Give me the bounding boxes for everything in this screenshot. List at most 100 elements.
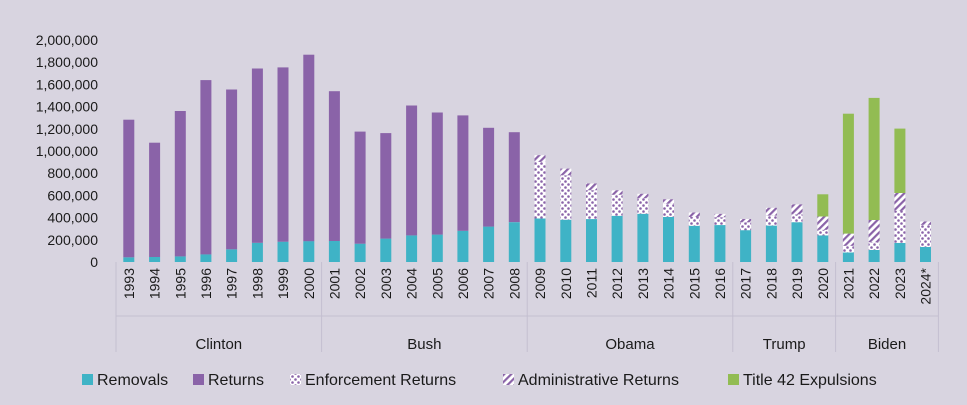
- bar-segment: [149, 257, 161, 262]
- bar-segment: [483, 127, 495, 227]
- x-tick-label: 2021: [840, 268, 856, 299]
- x-tick-label: 2017: [738, 268, 754, 299]
- bar-segment: [174, 256, 186, 262]
- bar-segment: [791, 204, 803, 215]
- bar-segment: [842, 252, 854, 262]
- bar-segment: [663, 199, 674, 204]
- bar-segment: [303, 54, 315, 242]
- bar-segment: [868, 250, 880, 262]
- legend-swatch: [728, 374, 739, 385]
- bar-segment: [226, 249, 238, 262]
- bar-segment: [817, 229, 829, 236]
- bar-segment: [663, 217, 674, 262]
- bar-segment: [637, 198, 649, 214]
- bar-segment: [663, 203, 674, 217]
- bar-segment: [174, 111, 186, 257]
- bar-segment: [920, 247, 931, 262]
- x-tick-label: 2024*: [918, 267, 934, 304]
- bar-segment: [226, 89, 238, 250]
- bar-segment: [894, 193, 906, 211]
- bar-segment: [817, 216, 829, 230]
- x-tick-label: 1999: [275, 268, 291, 299]
- bar-segment: [868, 242, 880, 250]
- bar-segment: [508, 132, 520, 223]
- bar-segment: [765, 225, 777, 262]
- bar-segment: [149, 142, 161, 257]
- president-groups: Clinton Bush Obama Trump Biden: [115, 262, 939, 353]
- bar-segment: [560, 175, 572, 220]
- y-tick-label: 1,400,000: [36, 99, 98, 115]
- bar-segment: [740, 230, 752, 262]
- bar-segment: [920, 224, 931, 247]
- bar-segment: [200, 254, 212, 262]
- x-tick-label: 2000: [301, 268, 317, 299]
- bar-segment: [406, 105, 418, 236]
- legend-label: Removals: [97, 372, 168, 389]
- bar-segment: [303, 241, 315, 262]
- bar-segment: [894, 128, 906, 193]
- x-tick-label: 1998: [249, 268, 265, 299]
- x-tick-label: 2002: [352, 268, 368, 299]
- bar-segment: [842, 113, 854, 234]
- bar-segment: [251, 242, 263, 262]
- bar-segment: [920, 221, 931, 225]
- bar-segment: [508, 222, 520, 262]
- bar-segment: [791, 214, 803, 223]
- bar-segment: [714, 217, 726, 226]
- x-tick-label: 2014: [661, 268, 677, 299]
- bar-segment: [688, 212, 700, 217]
- bar-segment: [534, 161, 546, 219]
- legend-swatch: [193, 374, 204, 385]
- bar-segment: [817, 194, 829, 217]
- bar-segment: [817, 235, 829, 262]
- group-label: Trump: [763, 336, 806, 353]
- bar-segment: [611, 215, 623, 262]
- bar-segment: [406, 235, 418, 262]
- bar-segment: [380, 238, 392, 262]
- x-tick-label: 2016: [712, 268, 728, 299]
- y-tick-label: 0: [90, 254, 98, 270]
- x-tick-label: 2022: [866, 268, 882, 299]
- legend-label: Enforcement Returns: [305, 372, 456, 389]
- x-tick-label: 2008: [506, 268, 522, 299]
- legend-swatch: [290, 374, 301, 385]
- x-tick-label: 2003: [378, 268, 394, 299]
- bar-segment: [200, 80, 212, 255]
- bar-segment: [586, 190, 597, 220]
- bar-segment: [868, 97, 880, 220]
- bar-segment: [483, 226, 495, 262]
- y-tick-label: 800,000: [47, 165, 98, 181]
- bar-segment: [380, 133, 392, 239]
- x-tick-label: 2013: [635, 268, 651, 299]
- legend-swatch: [82, 374, 93, 385]
- bar-segment: [123, 257, 135, 262]
- x-tick-label: 2015: [686, 268, 702, 299]
- group-label: Clinton: [195, 336, 242, 353]
- y-tick-label: 400,000: [47, 210, 98, 226]
- y-tick-label: 1,800,000: [36, 54, 98, 70]
- bar-segment: [611, 194, 623, 216]
- x-tick-label: 2011: [584, 268, 600, 298]
- legend-label: Title 42 Expulsions: [743, 372, 877, 389]
- x-tick-label: 1993: [121, 268, 137, 299]
- legend: Removals Returns Enforcement Returns Admini…: [82, 372, 877, 389]
- bar-segment: [277, 67, 289, 242]
- bar-segment: [354, 131, 366, 244]
- bar-segment: [765, 207, 777, 216]
- group-label: Obama: [605, 336, 655, 353]
- y-tick-label: 1,200,000: [36, 121, 98, 137]
- x-tick-label: 1994: [147, 268, 163, 299]
- y-tick-label: 2,000,000: [36, 32, 98, 48]
- bar-segment: [688, 225, 700, 262]
- x-tick-label: 2018: [763, 268, 779, 299]
- legend-label: Returns: [208, 372, 264, 389]
- bar-segment: [765, 215, 777, 226]
- x-tick-label: 2005: [429, 268, 445, 299]
- bar-segment: [431, 112, 443, 235]
- bar-segment: [740, 219, 752, 223]
- bar-segment: [328, 241, 340, 262]
- x-tick-label: 1995: [172, 268, 188, 299]
- x-tick-label: 1997: [224, 268, 240, 299]
